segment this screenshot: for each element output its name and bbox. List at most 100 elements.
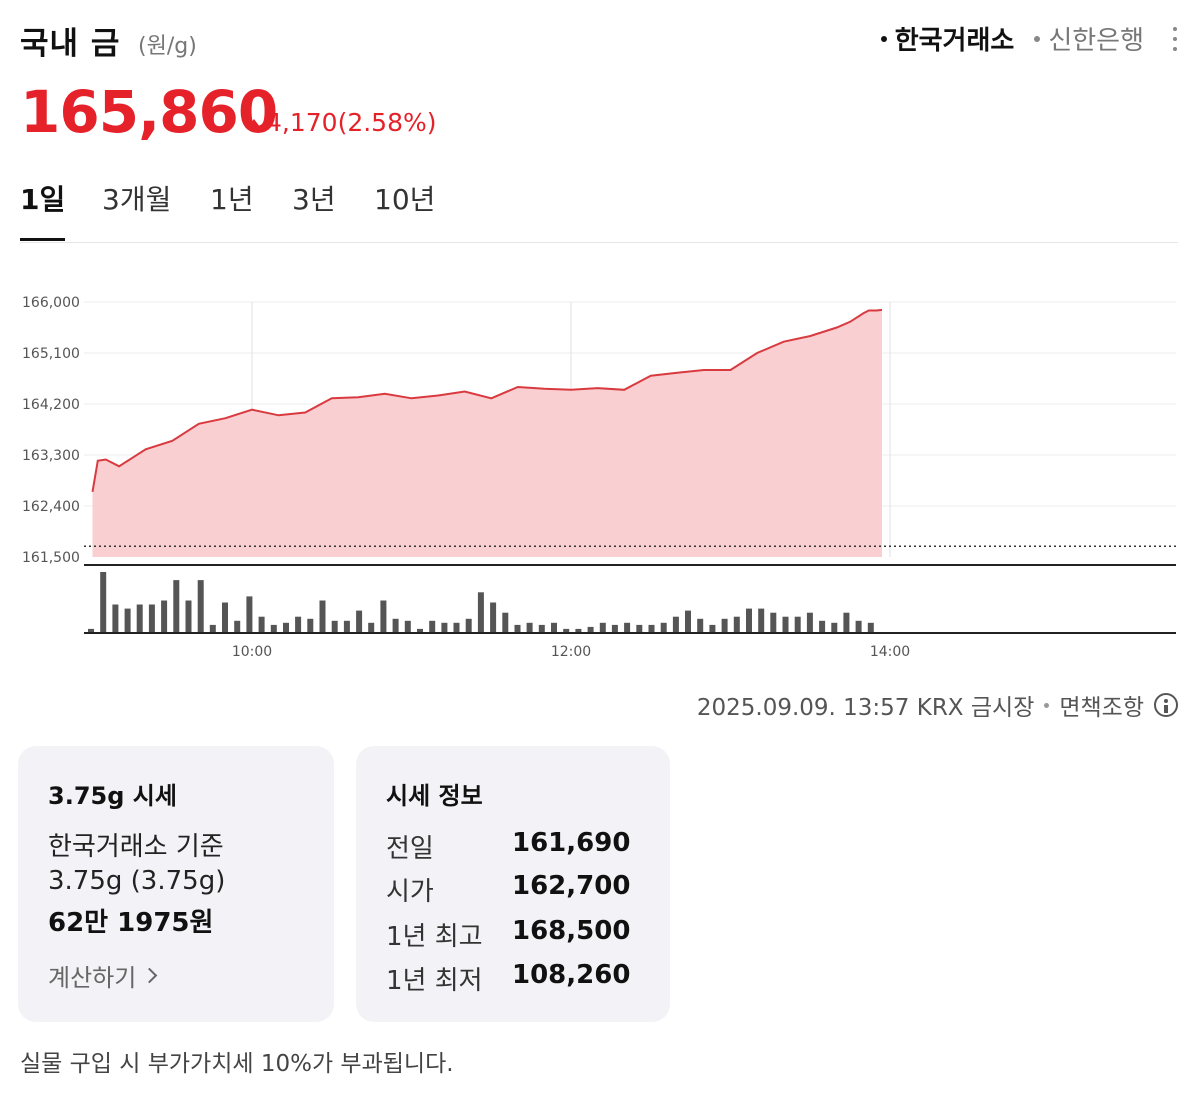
volume-bar [270, 624, 277, 633]
volume-bar [136, 604, 143, 633]
x-tick-label: 10:00 [232, 644, 272, 660]
volume-bar [417, 628, 423, 633]
info-row-prev-close: 전일 161,690 [386, 828, 646, 864]
source-shinhan[interactable]: 신한은행 [1034, 20, 1144, 57]
volume-bar [295, 616, 302, 633]
info-row-label: 1년 최고 [386, 922, 483, 952]
volume-bar [283, 622, 289, 633]
price-line [91, 308, 883, 492]
tab-10y[interactable]: 10년 [374, 183, 436, 216]
volume-bar [343, 620, 350, 633]
volume-bar [173, 580, 180, 633]
volume-bar [124, 608, 131, 633]
volume-bar [636, 624, 643, 633]
current-price: 165,860 [20, 78, 278, 146]
page-title: 국내 금 [20, 26, 121, 62]
y-tick-label: 165,100 [22, 346, 80, 362]
x-tick-label: 12:00 [551, 644, 591, 660]
info-row-label: 1년 최저 [386, 966, 483, 996]
volume-bar [782, 616, 789, 633]
bullet-dot-icon [1034, 35, 1041, 42]
volume-bar [380, 600, 387, 633]
source-selector: 한국거래소 신한은행 [880, 20, 1180, 57]
volume-bar [453, 622, 460, 633]
volume-bar [88, 628, 94, 633]
volume-bar [441, 622, 448, 633]
volume-bar [331, 620, 338, 633]
tab-3m[interactable]: 3개월 [102, 183, 172, 216]
info-row-open: 시가 162,700 [386, 871, 646, 907]
volume-bar [246, 596, 253, 633]
volume-bar [538, 624, 545, 633]
volume-bar [806, 612, 813, 633]
volume-bar [161, 600, 168, 633]
volume-bar [831, 622, 838, 633]
card-375g-price: 3.75g 시세 한국거래소 기준 3.75g (3.75g) 62만 1975… [18, 746, 334, 1022]
volume-bar [855, 620, 862, 633]
info-row-value: 168,500 [512, 916, 631, 946]
calculate-link[interactable]: 계산하기 [48, 958, 158, 993]
volume-bar [843, 612, 850, 633]
price-chart: 166,000 165,100 164,200 163,300 162,400 161,5… [22, 295, 1176, 660]
info-row-52w-high: 1년 최고 168,500 [386, 916, 646, 952]
volume-bar [234, 620, 241, 633]
volume-bar [307, 618, 314, 633]
volume-bar [465, 618, 472, 633]
volume-bar [477, 592, 484, 633]
tab-1y[interactable]: 1년 [210, 183, 254, 216]
separator-dot-icon [1044, 702, 1050, 708]
more-vertical-icon[interactable] [1170, 24, 1180, 54]
info-row-label: 전일 [386, 834, 434, 864]
source-krx-label: 한국거래소 [894, 26, 1015, 56]
volume-bar [404, 620, 411, 633]
volume-bar [611, 624, 618, 633]
info-row-value: 108,260 [512, 960, 631, 990]
volume-bar [356, 610, 363, 633]
volume-bar [100, 572, 107, 633]
vat-notice: 실물 구입 시 부가가치세 10%가 부과됩니다. [20, 1051, 454, 1077]
volume-bar [867, 622, 874, 633]
tab-1d[interactable]: 1일 [20, 178, 66, 241]
info-row-52w-low: 1년 최저 108,260 [386, 960, 646, 996]
volume-bar [514, 624, 521, 633]
volume-bar [697, 618, 704, 633]
volume-bar [185, 600, 192, 633]
change-amount: 4,170 [266, 108, 338, 137]
volume-bar [709, 624, 716, 633]
volume-bar [222, 602, 228, 633]
volume-bar [587, 626, 594, 633]
y-tick-label: 166,000 [22, 295, 80, 311]
volume-bar [624, 622, 631, 633]
volume-bar [392, 618, 399, 633]
y-tick-label: 161,500 [22, 550, 80, 566]
unit-label: (원/g) [138, 34, 197, 59]
change-percent: (2.58%) [337, 108, 437, 137]
chart-meta: 2025.09.09. 13:57 KRX 금시장 면책조항 [697, 688, 1178, 722]
volume-bar [733, 616, 740, 633]
card-375g-amount: 62만 1975원 [48, 908, 214, 938]
volume-bar [502, 612, 509, 633]
volume-bar [148, 604, 155, 633]
volume-bar [526, 622, 533, 633]
y-tick-label: 162,400 [22, 499, 80, 515]
disclaimer-link[interactable]: 면책조항 [1059, 695, 1144, 721]
period-tabs: 1일 3개월 1년 3년 10년 [20, 174, 1178, 243]
source-shinhan-label: 신한은행 [1048, 26, 1144, 56]
header: 국내 금 (원/g) 한국거래소 신한은행 [20, 14, 1180, 64]
update-timestamp: 2025.09.09. 13:57 KRX 금시장 [696, 695, 1035, 721]
volume-bar [721, 618, 728, 633]
card-price-info: 시세 정보 전일 161,690 시가 162,700 1년 최고 168,50… [356, 746, 670, 1022]
volume-bar [258, 616, 265, 633]
volume-bar [648, 624, 655, 633]
tab-3y[interactable]: 3년 [292, 183, 336, 216]
card-375g-title: 3.75g 시세 [48, 782, 177, 810]
card-375g-basis: 한국거래소 기준 [48, 832, 224, 862]
volume-bar [209, 624, 216, 633]
y-tick-label: 164,200 [22, 397, 80, 413]
chevron-right-icon [142, 967, 158, 984]
info-icon[interactable] [1154, 693, 1178, 717]
volume-bar [429, 620, 436, 633]
x-tick-label: 14:00 [870, 644, 910, 660]
source-krx[interactable]: 한국거래소 [880, 20, 1015, 57]
card-info-title: 시세 정보 [386, 782, 483, 810]
